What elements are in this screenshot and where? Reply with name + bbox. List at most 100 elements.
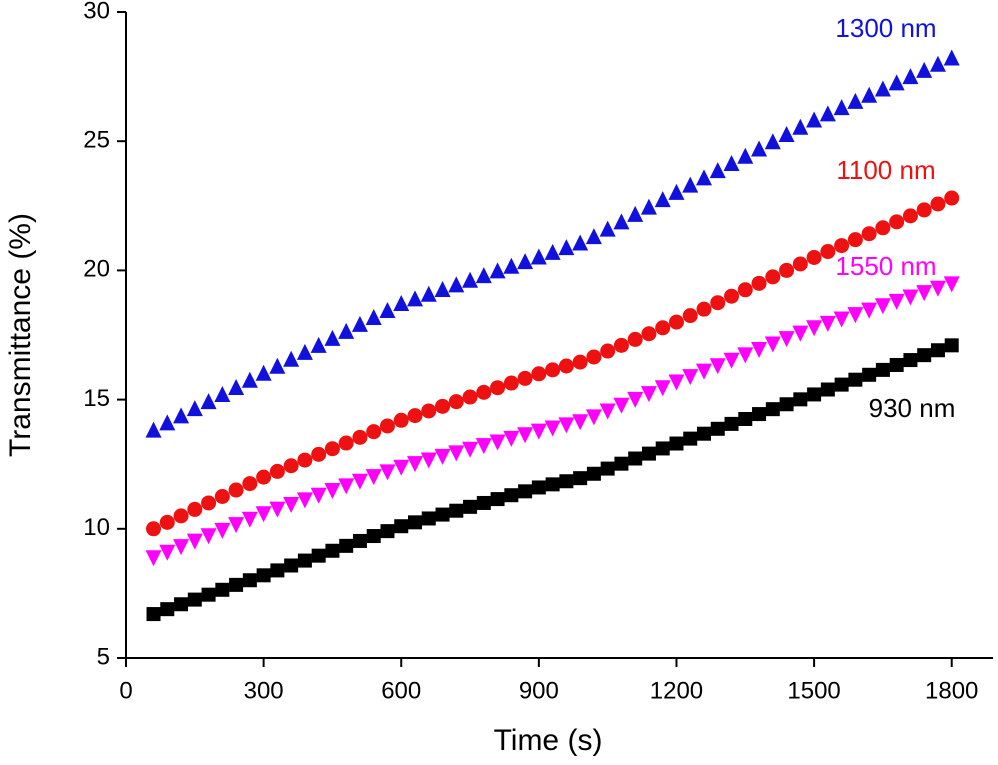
marker-triangle-down [530,423,547,440]
marker-square [201,587,216,602]
marker-triangle-down [214,522,231,539]
marker-square [586,466,601,481]
marker-triangle-down [792,325,809,342]
series-label: 1300 nm [835,13,936,43]
marker-circle [600,343,616,359]
marker-triangle-down [324,483,341,500]
marker-square [765,402,780,417]
marker-triangle-up [269,357,286,374]
marker-circle [159,514,175,530]
y-tick-label: 15 [83,385,110,412]
y-tick-label: 5 [97,643,110,670]
y-axis-title: Transmittance (%) [4,213,37,457]
marker-circle [737,282,753,298]
marker-circle [476,384,492,400]
marker-circle [751,275,767,291]
marker-triangle-up [351,315,368,332]
marker-circle [517,370,533,386]
marker-square [174,597,189,612]
marker-square [325,543,340,558]
marker-triangle-up [558,239,575,256]
marker-square [187,592,202,607]
marker-triangle-up [296,343,313,360]
marker-triangle-down [393,459,410,476]
marker-triangle-down [888,293,905,310]
marker-triangle-down [228,517,245,534]
marker-square [710,421,725,436]
marker-square [600,461,615,476]
marker-triangle-up [228,378,245,395]
marker-triangle-down [365,469,382,486]
marker-circle [889,214,905,230]
marker-circle [545,362,561,378]
marker-circle [269,463,285,479]
marker-triangle-down [627,391,644,408]
marker-square [917,348,932,363]
x-axis-title: Time (s) [494,724,603,757]
marker-triangle-up [310,336,327,353]
marker-circle [765,269,781,285]
marker-triangle-up [874,80,891,97]
marker-triangle-up [819,105,836,122]
marker-triangle-up [407,290,423,307]
marker-square [504,488,519,503]
marker-square [889,357,904,372]
marker-circle [379,418,395,434]
marker-square [573,471,588,486]
marker-circle [146,521,162,537]
marker-circle [668,314,684,330]
marker-triangle-up [792,118,809,135]
marker-triangle-down [173,539,190,556]
marker-triangle-up [448,276,465,293]
marker-square [435,507,450,522]
marker-circle [944,190,960,206]
marker-triangle-down [861,302,878,319]
marker-triangle-up [806,111,823,128]
marker-circle [820,244,836,260]
marker-circle [710,295,726,311]
marker-square [229,577,244,592]
x-tick-label: 1500 [787,677,840,704]
marker-circle [558,358,574,374]
marker-circle [393,412,409,428]
x-tick-label: 300 [244,677,284,704]
marker-triangle-up [764,133,781,150]
marker-triangle-down [654,380,671,397]
marker-square [793,392,808,407]
marker-triangle-down [283,496,300,513]
marker-triangle-down [709,358,726,375]
marker-circle [173,508,189,524]
marker-circle [201,495,217,511]
marker-triangle-up [640,198,657,215]
marker-triangle-down [929,280,946,297]
marker-square [641,446,656,461]
marker-triangle-up [654,191,671,208]
marker-square [476,495,491,510]
marker-triangle-up [737,147,754,164]
marker-square [834,377,849,392]
marker-triangle-up [847,92,864,109]
marker-circle [682,308,698,324]
marker-square [160,602,175,617]
marker-circle [586,349,602,365]
marker-circle [861,226,877,242]
marker-circle [792,256,808,272]
marker-square [807,387,822,402]
marker-triangle-down [696,363,712,380]
marker-square [545,477,560,492]
marker-circle [627,331,643,347]
marker-triangle-down [668,374,685,391]
marker-triangle-up [585,228,602,245]
marker-circle [531,366,547,382]
marker-circle [214,489,230,504]
marker-circle [875,220,891,236]
x-tick-label: 600 [381,677,421,704]
marker-square [683,431,698,446]
marker-square [366,529,381,544]
marker-circle [311,446,327,462]
marker-triangle-up [627,205,644,222]
marker-square [862,367,877,382]
marker-square [311,548,326,563]
marker-triangle-down [420,452,437,469]
